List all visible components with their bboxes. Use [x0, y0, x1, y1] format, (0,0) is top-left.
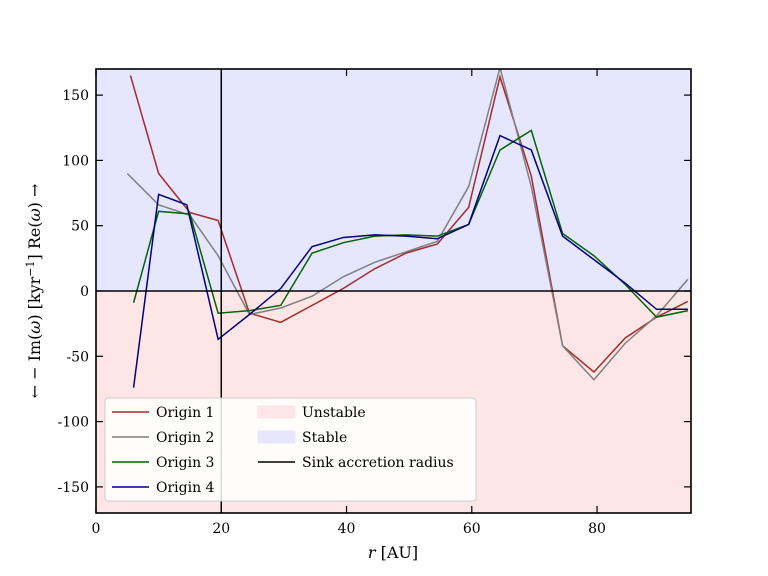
legend-box: [104, 397, 477, 502]
x-tick-label: 60: [463, 521, 481, 537]
x-tick-label: 80: [588, 521, 606, 537]
y-tick-label: 150: [62, 88, 89, 104]
x-axis-label: r [AU]: [368, 543, 418, 562]
region-stable: [96, 69, 691, 291]
y-axis-label: ← − Im(ω) [kyr−1] Re(ω) →: [24, 184, 45, 399]
series-line-4: [132, 134, 688, 388]
legend-label-sink-accretion-radius: Sink accretion radius: [302, 455, 454, 471]
series-line-2: [126, 69, 689, 381]
series-layer: [126, 69, 689, 388]
y-tick-label: -100: [58, 415, 89, 431]
y-ticks: -150 -100 -50 0 50 100 150: [58, 88, 691, 496]
legend-swatch-unstable: [257, 405, 296, 419]
legend-label-origin-1: Origin 1: [156, 405, 214, 421]
x-tick-label: 20: [212, 521, 230, 537]
y-tick-label: -150: [58, 480, 89, 496]
y-tick-label: 50: [71, 219, 89, 235]
series-line-3: [132, 129, 689, 318]
legend-label-unstable: Unstable: [302, 405, 366, 421]
legend-label-origin-2: Origin 2: [156, 430, 214, 446]
series-line-1: [129, 74, 689, 373]
legend: Origin 1 Origin 2 Origin 3 Origin 4 Unstable…: [104, 397, 477, 502]
legend-label-stable: Stable: [302, 430, 347, 446]
x-ticks: 0 20 40 60 80: [92, 69, 606, 537]
y-tick-label: 0: [80, 284, 89, 300]
y-tick-label: -50: [66, 349, 89, 365]
y-tick-label: 100: [62, 153, 89, 169]
x-tick-label: 0: [92, 521, 101, 537]
legend-swatch-stable: [257, 430, 296, 444]
legend-label-origin-4: Origin 4: [156, 480, 215, 496]
x-tick-label: 40: [338, 521, 356, 537]
legend-label-origin-3: Origin 3: [156, 455, 214, 471]
